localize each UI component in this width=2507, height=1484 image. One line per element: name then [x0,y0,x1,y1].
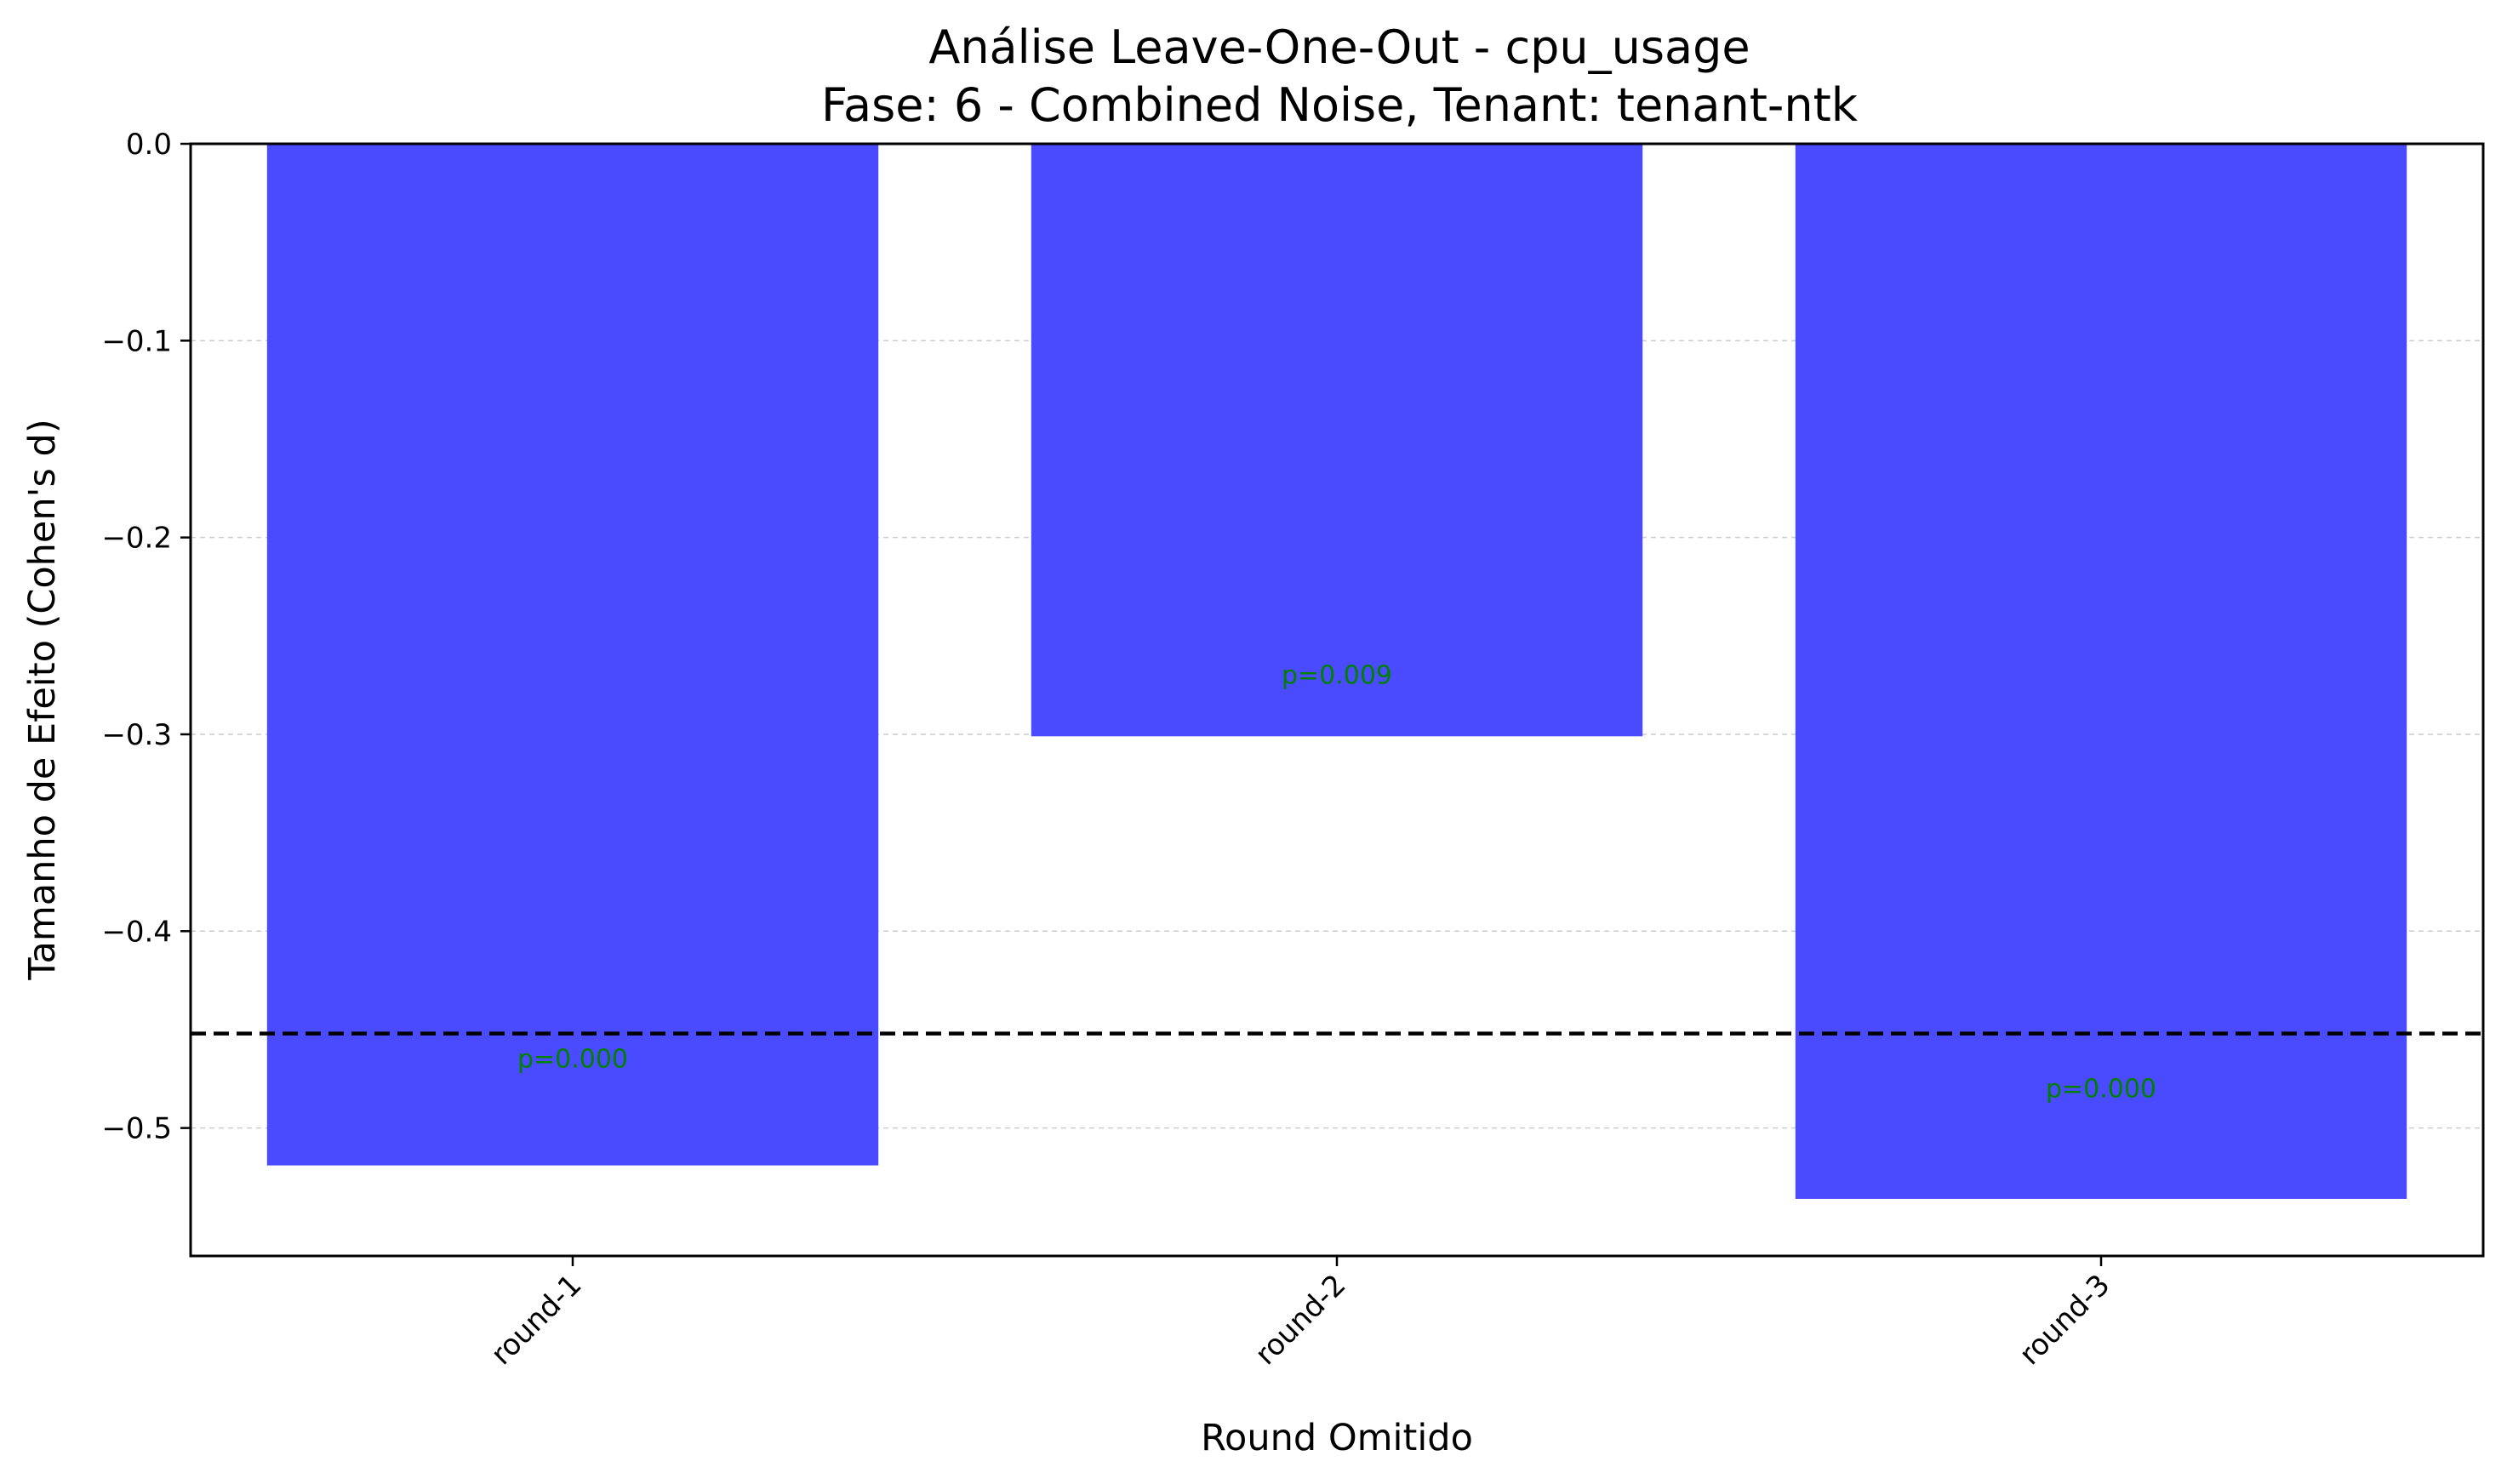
data-label-round-2: p=0.009 [1282,661,1392,691]
x-tick-label-round-1: round-1 [484,1268,588,1372]
y-tick-label: −0.1 [101,324,172,358]
annotations: p=0.000 p=0.009 p=0.000 [517,661,2156,1104]
y-axis-label: Tamanho de Efeito (Cohen's d) [21,419,64,980]
x-tick-label-round-3: round-3 [2013,1268,2116,1372]
y-tick-label: 0.0 [126,128,172,162]
y-axis: 0.0 −0.1 −0.2 −0.3 −0.4 −0.5 [101,128,191,1146]
y-tick-label: −0.2 [101,522,172,556]
data-label-round-1: p=0.000 [517,1045,628,1075]
bars [266,144,2407,1199]
y-tick-label: −0.4 [101,915,172,949]
chart-title-line2: Fase: 6 - Combined Noise, Tenant: tenant… [821,78,1859,132]
data-label-round-3: p=0.000 [2046,1074,2156,1104]
x-axis-label: Round Omitido [1201,1417,1473,1459]
x-tick-label-round-2: round-2 [1248,1268,1352,1372]
x-axis: round-1 round-2 round-3 [484,1256,2116,1372]
bar-round-1 [266,144,879,1166]
bar-round-3 [1795,144,2407,1199]
y-tick-label: −0.3 [101,718,172,752]
bar-round-2 [1031,144,1643,737]
chart-title-line1: Análise Leave-One-Out - cpu_usage [928,20,1750,74]
y-tick-label: −0.5 [101,1112,172,1146]
